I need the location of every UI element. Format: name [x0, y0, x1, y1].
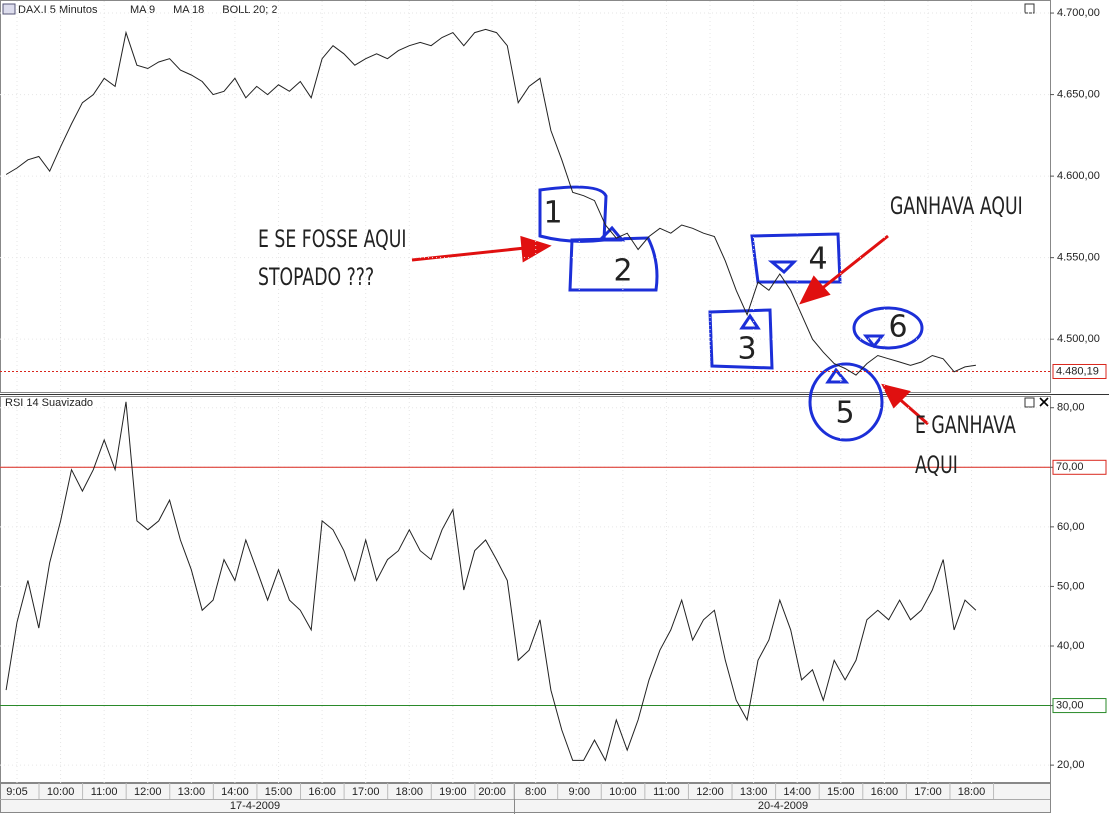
- x-tick-label: 10:00: [609, 786, 637, 798]
- drawn-number: 5: [835, 396, 854, 431]
- drawn-number: 3: [737, 332, 756, 367]
- annotation: E GANHAVA: [915, 411, 1016, 439]
- y-tick-label: 4.650,00: [1057, 88, 1100, 100]
- x-tick-label: 13:00: [178, 786, 206, 798]
- x-tick-label: 8:00: [525, 786, 546, 798]
- x-tick-label: 11:00: [653, 786, 680, 798]
- rsi-panel: [0, 396, 1051, 783]
- x-tick-label: 9:05: [6, 786, 27, 798]
- drawn-number: 2: [613, 254, 632, 289]
- close-button[interactable]: [1039, 397, 1049, 407]
- time-axis: [0, 783, 1051, 813]
- date-label: 20-4-2009: [758, 800, 808, 812]
- x-tick-label: 10:00: [47, 786, 75, 798]
- y-tick-label: 20,00: [1057, 759, 1085, 771]
- reference-label-box: [1052, 363, 1107, 379]
- x-tick-label: 12:00: [134, 786, 162, 798]
- cfd-icon: [2, 3, 16, 15]
- x-tick-label: 14:00: [221, 786, 249, 798]
- reference-label: 4.480,19: [1056, 365, 1099, 377]
- reference-label-box: [1052, 698, 1107, 714]
- x-tick-label: 14:00: [783, 786, 811, 798]
- annotation: GANHAVA AQUI: [890, 192, 1023, 220]
- price-panel: [0, 0, 1051, 393]
- y-tick-label: 4.500,00: [1057, 333, 1100, 345]
- price-line: [5, 28, 976, 376]
- y-tick-label: 60,00: [1057, 521, 1085, 533]
- drawn-number: 6: [888, 310, 907, 345]
- x-tick-label: 18:00: [958, 786, 986, 798]
- rsi-title: RSI 14 Suavizado: [5, 397, 93, 409]
- maximize-button[interactable]: [1024, 397, 1035, 408]
- y-tick-label: 80,00: [1057, 402, 1085, 414]
- x-tick-label: 15:00: [827, 786, 855, 798]
- date-label: 17-4-2009: [230, 800, 280, 812]
- chart-title: DAX.I 5 Minutos: [18, 4, 98, 16]
- x-tick-label: 16:00: [308, 786, 336, 798]
- y-tick-label: 4.600,00: [1057, 170, 1100, 182]
- annotation: AQUI: [915, 451, 958, 479]
- x-tick-label: 13:00: [740, 786, 768, 798]
- y-tick-label: 50,00: [1057, 580, 1085, 592]
- x-tick-label: 9:00: [569, 786, 590, 798]
- x-tick-label: 11:00: [91, 786, 118, 798]
- reference-label: 70,00: [1056, 461, 1084, 473]
- rsi-line: [5, 401, 977, 762]
- x-tick-label: 20:00: [478, 786, 506, 798]
- legend-entry: MA 9: [130, 4, 155, 16]
- x-tick-label: 16:00: [871, 786, 899, 798]
- x-tick-label: 15:00: [265, 786, 293, 798]
- reference-label-box: [1052, 459, 1107, 475]
- x-tick-label: 17:00: [352, 786, 380, 798]
- y-tick-label: 40,00: [1057, 640, 1085, 652]
- x-tick-label: 18:00: [396, 786, 424, 798]
- reference-label: 30,00: [1056, 699, 1084, 711]
- maximize-button[interactable]: [1024, 3, 1035, 14]
- y-tick-label: 4.700,00: [1057, 7, 1100, 19]
- drawn-number: 1: [543, 196, 562, 231]
- annotation: STOPADO ???: [258, 263, 374, 291]
- x-tick-label: 19:00: [439, 786, 467, 798]
- x-tick-label: 12:00: [696, 786, 724, 798]
- drawn-number: 4: [808, 242, 827, 277]
- legend-entry: BOLL 20; 2: [222, 4, 277, 16]
- drawn-marks: [538, 185, 924, 442]
- y-tick-label: 4.550,00: [1057, 252, 1100, 264]
- annotation: E SE FOSSE AQUI: [258, 225, 407, 253]
- x-tick-label: 17:00: [914, 786, 942, 798]
- legend-entry: MA 18: [173, 4, 204, 16]
